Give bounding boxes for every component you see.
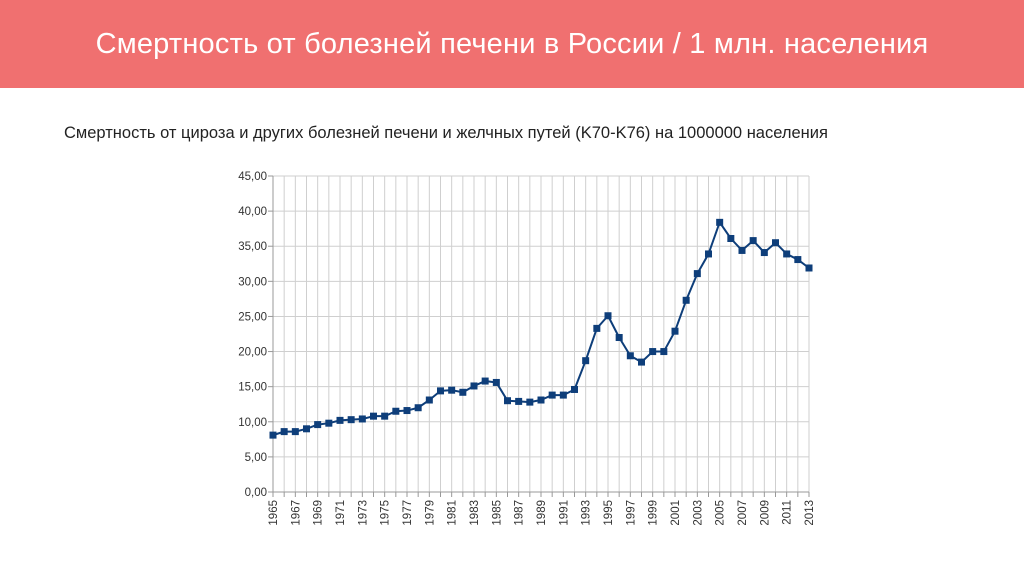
data-point (727, 234, 735, 242)
data-point (772, 239, 779, 247)
data-point (515, 397, 523, 405)
data-point (794, 256, 802, 264)
y-tick-label: 10,00 (238, 417, 267, 429)
data-point (504, 397, 511, 405)
page-title: Смертность от болезней печени в России /… (95, 27, 929, 60)
x-tick-label: 1983 (469, 500, 481, 526)
data-point (425, 396, 433, 404)
x-tick-label: 1975 (380, 500, 392, 526)
x-tick-label: 2003 (692, 500, 704, 526)
data-point (548, 391, 556, 399)
data-point (347, 416, 355, 424)
data-point (738, 246, 746, 254)
data-point (459, 388, 467, 396)
y-tick-label: 40,00 (238, 206, 267, 218)
grid-lines (272, 175, 810, 493)
data-point (582, 357, 590, 365)
data-point (481, 377, 489, 385)
x-tick-label: 2005 (715, 500, 727, 526)
data-point (403, 407, 411, 415)
data-point (336, 416, 344, 424)
data-point (626, 352, 634, 360)
y-tick-label: 15,00 (238, 382, 267, 394)
x-tick-label: 2007 (737, 500, 749, 526)
x-tick-label: 1971 (335, 500, 347, 526)
data-point (805, 264, 813, 272)
data-point (448, 386, 456, 394)
data-point (693, 270, 701, 278)
x-tick-label: 1981 (447, 500, 459, 526)
data-point (381, 412, 389, 420)
data-point (392, 407, 400, 415)
y-tick-label: 35,00 (238, 241, 267, 253)
y-tick-label: 5,00 (245, 452, 267, 464)
data-point (705, 250, 712, 258)
data-point (571, 385, 578, 393)
x-tick-label: 1995 (603, 500, 615, 526)
x-tick-label: 1985 (491, 500, 503, 526)
y-tick-label: 45,00 (238, 171, 267, 183)
data-point (593, 324, 601, 332)
data-point (325, 419, 333, 427)
x-tick-label: 2011 (782, 500, 794, 525)
data-point (749, 237, 757, 245)
x-tick-label: 1999 (648, 500, 660, 526)
series-layer (269, 218, 813, 439)
x-tick-label: 1965 (268, 500, 280, 526)
data-point (492, 378, 500, 386)
chart-title: Смертность от цироза и других болезней п… (64, 124, 828, 142)
x-tick-label: 1987 (514, 500, 526, 526)
data-point (414, 404, 422, 412)
data-point (303, 425, 310, 433)
data-point (649, 348, 657, 356)
data-point (716, 218, 724, 226)
x-tick-label: 1997 (625, 500, 637, 526)
data-point (314, 421, 322, 429)
data-point (537, 396, 545, 404)
x-tick-label: 1991 (558, 500, 570, 526)
y-tick-label: 30,00 (238, 276, 267, 288)
data-point (358, 415, 366, 423)
x-tick-label: 1973 (357, 500, 369, 526)
data-point (437, 387, 444, 395)
data-point (559, 391, 567, 399)
data-point (671, 327, 679, 335)
x-tick-label: 1977 (402, 500, 414, 526)
data-point (638, 358, 645, 366)
data-point (280, 428, 288, 436)
data-point (783, 250, 791, 258)
x-tick-label: 1993 (581, 500, 593, 526)
y-tick-label: 25,00 (238, 311, 267, 323)
axes (268, 175, 810, 497)
data-point (660, 348, 668, 356)
data-point (269, 431, 277, 439)
y-tick-labels: 0,00 5,00 10,00 15,00 20,00 25,00 30,00 35,00 40… (238, 171, 267, 499)
data-point (470, 382, 478, 390)
x-tick-label: 1967 (290, 500, 302, 526)
data-point (760, 249, 768, 257)
y-tick-label: 20,00 (238, 347, 267, 359)
x-tick-labels: 1965 1967 1969 1971 1973 1975 1977 1979 1981 1983… (268, 500, 816, 526)
y-tick-label: 0,00 (245, 487, 267, 499)
header-banner: Смертность от болезней печени в России /… (0, 0, 1024, 88)
x-tick-label: 1989 (536, 500, 548, 526)
x-tick-label: 2001 (670, 500, 682, 526)
data-point (291, 428, 299, 436)
x-tick-label: 2009 (759, 500, 771, 526)
x-tick-label: 1979 (424, 500, 436, 526)
x-tick-label: 1969 (313, 500, 325, 526)
data-point (604, 312, 612, 320)
data-point (682, 296, 690, 304)
data-point (370, 412, 377, 420)
data-point (615, 334, 623, 342)
x-tick-label: 2013 (804, 500, 816, 526)
data-point (526, 398, 534, 406)
